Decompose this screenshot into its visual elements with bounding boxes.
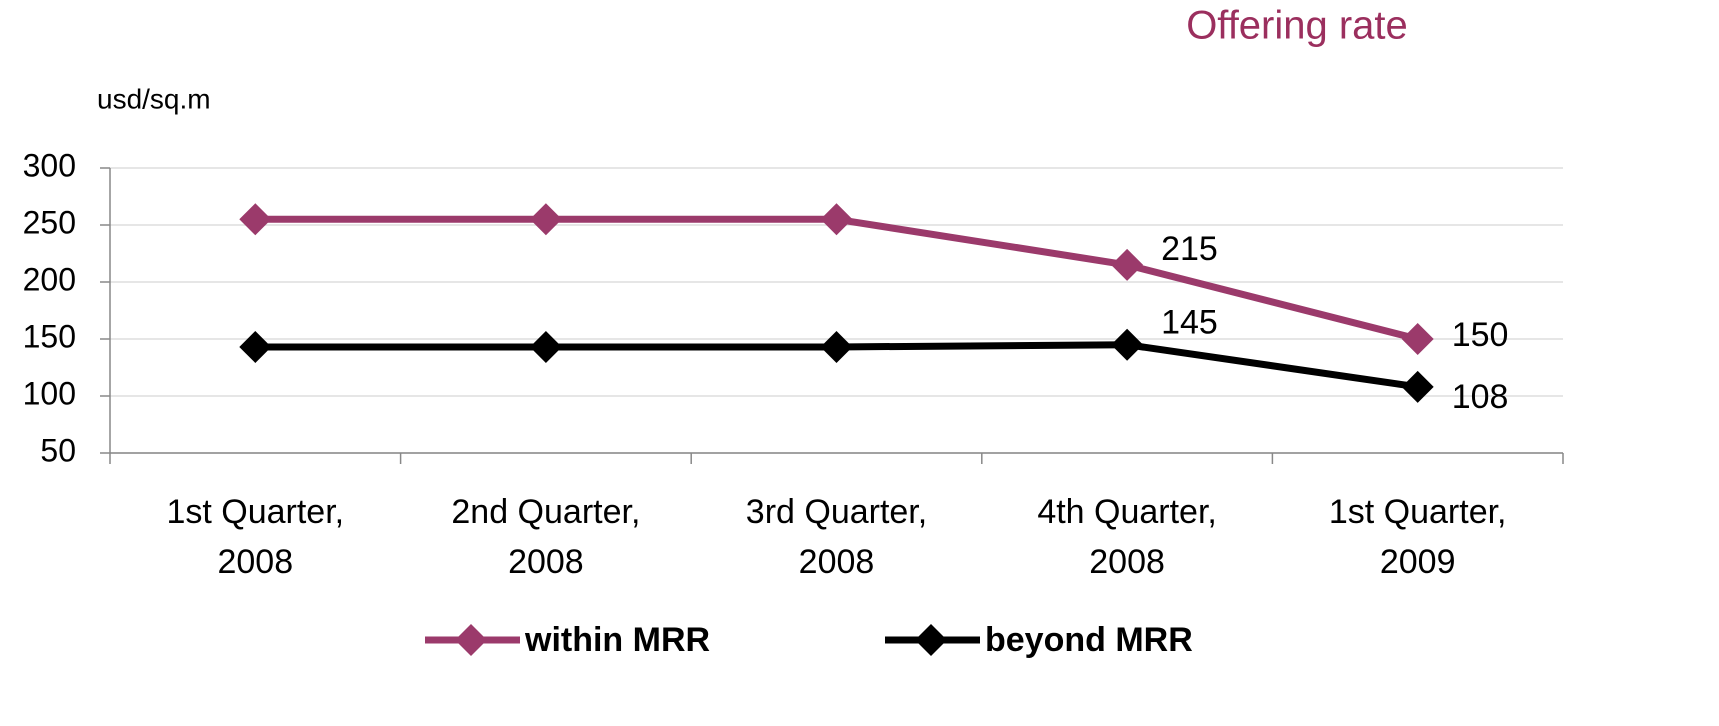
marker bbox=[1401, 370, 1434, 403]
x-tick-label: 3rd Quarter, 2008 bbox=[745, 493, 928, 581]
x-tick-label: 4th Quarter, 2008 bbox=[1037, 493, 1217, 581]
marker bbox=[529, 330, 562, 363]
data-label: 150 bbox=[1452, 316, 1509, 354]
marker bbox=[820, 330, 853, 363]
marker bbox=[529, 203, 562, 236]
legend-marker bbox=[915, 624, 947, 656]
marker bbox=[1111, 248, 1144, 281]
legend-label: within MRR bbox=[524, 621, 710, 659]
y-tick-label: 300 bbox=[23, 147, 76, 183]
x-tick-label: 1st Quarter, 2009 bbox=[1328, 493, 1507, 581]
marker bbox=[239, 330, 272, 363]
data-label: 215 bbox=[1161, 230, 1218, 268]
legend-label: beyond MRR bbox=[985, 621, 1193, 659]
data-label: 145 bbox=[1161, 304, 1218, 342]
marker bbox=[820, 203, 853, 236]
marker bbox=[1111, 328, 1144, 361]
y-tick-label: 250 bbox=[23, 204, 76, 240]
chart-title: Offering rate bbox=[1186, 4, 1408, 48]
legend-marker bbox=[455, 624, 487, 656]
marker bbox=[1401, 323, 1434, 355]
y-tick-label: 50 bbox=[40, 432, 76, 468]
data-label: 108 bbox=[1452, 378, 1509, 416]
x-tick-label: 1st Quarter, 2008 bbox=[166, 493, 345, 581]
marker bbox=[239, 203, 272, 236]
x-tick-label: 2nd Quarter, 2008 bbox=[451, 493, 641, 581]
y-tick-label: 150 bbox=[23, 318, 76, 354]
y-tick-label: 100 bbox=[23, 375, 76, 411]
y-axis-label: usd/sq.m bbox=[97, 83, 211, 114]
y-tick-label: 200 bbox=[23, 261, 76, 297]
line bbox=[255, 215, 1419, 343]
